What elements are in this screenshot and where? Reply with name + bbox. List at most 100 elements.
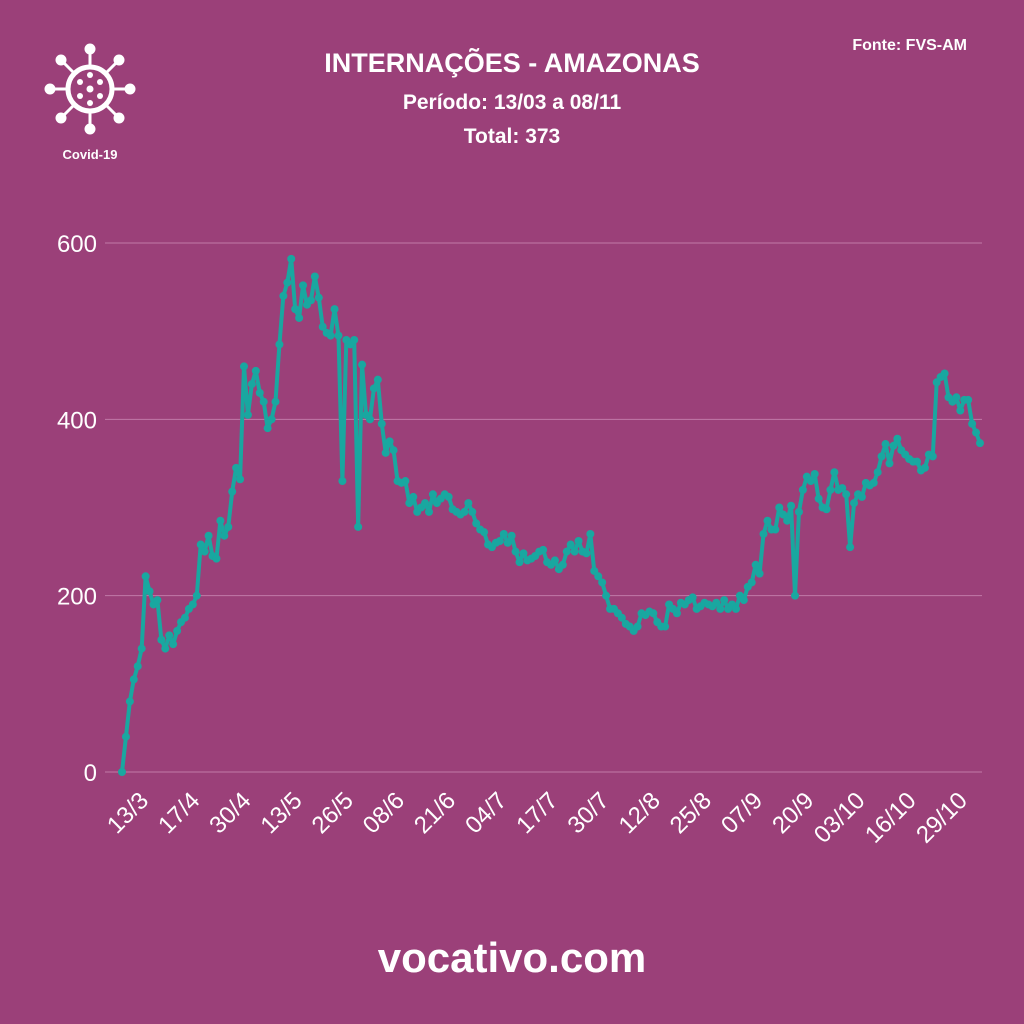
data-point <box>216 516 225 525</box>
data-point <box>141 572 150 581</box>
data-point <box>224 522 233 531</box>
data-point <box>232 463 241 472</box>
data-point <box>204 531 213 540</box>
data-point <box>842 490 851 499</box>
data-point <box>775 503 784 512</box>
data-point <box>617 613 626 622</box>
data-point <box>763 516 772 525</box>
data-point <box>798 485 807 494</box>
data-point <box>956 406 965 415</box>
data-point <box>247 380 256 389</box>
data-point <box>747 578 756 587</box>
data-point <box>794 507 803 516</box>
data-point <box>220 531 229 540</box>
data-point <box>129 675 138 684</box>
data-point <box>409 492 418 501</box>
y-tick-label: 600 <box>57 231 97 258</box>
data-point <box>444 492 453 501</box>
data-point <box>633 622 642 631</box>
data-point <box>161 644 170 653</box>
data-point <box>196 540 205 549</box>
data-point <box>515 558 524 567</box>
data-point <box>877 452 886 461</box>
data-point <box>830 468 839 477</box>
data-point <box>271 397 280 406</box>
data-point <box>550 556 559 565</box>
data-point <box>255 388 264 397</box>
data-point <box>338 477 347 486</box>
data-point <box>857 492 866 501</box>
data-point <box>212 554 221 563</box>
data-point <box>499 529 508 538</box>
data-point <box>712 598 721 607</box>
data-point <box>118 768 126 776</box>
data-point <box>495 537 504 546</box>
data-point <box>720 596 729 605</box>
y-tick-label: 0 <box>84 760 97 787</box>
data-point <box>661 622 670 631</box>
data-point <box>365 415 374 424</box>
data-point <box>283 278 292 287</box>
data-point <box>424 507 433 516</box>
data-point <box>287 254 296 263</box>
data-point <box>401 477 410 486</box>
data-point <box>507 531 516 540</box>
data-point <box>373 375 382 384</box>
data-point <box>299 281 308 290</box>
data-point <box>350 335 359 344</box>
data-point <box>385 437 394 446</box>
data-point <box>822 505 831 514</box>
data-point <box>192 591 201 600</box>
data-point <box>787 501 796 510</box>
data-point <box>121 732 130 741</box>
data-point <box>125 697 134 706</box>
data-point <box>279 291 288 300</box>
chart-title: INTERNAÇÕES - AMAZONAS <box>324 47 700 78</box>
data-point <box>354 522 363 531</box>
data-point <box>428 490 437 499</box>
data-point <box>291 305 300 314</box>
source-label: Fonte: FVS-AM <box>852 37 967 54</box>
data-point <box>731 604 740 613</box>
data-point <box>574 537 583 546</box>
data-point <box>157 635 166 644</box>
data-point <box>755 569 764 578</box>
data-point <box>200 547 209 556</box>
data-point <box>243 410 252 419</box>
data-point <box>779 510 788 519</box>
data-point <box>881 440 890 449</box>
y-tick-label: 200 <box>57 584 97 611</box>
data-point <box>928 452 937 461</box>
data-point <box>259 397 268 406</box>
data-point <box>153 596 162 605</box>
data-point <box>377 419 386 428</box>
data-point <box>472 519 481 528</box>
data-point <box>330 305 339 314</box>
data-point <box>421 499 430 508</box>
chart-subtitle: Período: 13/03 a 08/11 <box>403 91 622 114</box>
footer-label: vocativo.com <box>378 934 646 981</box>
data-point <box>263 424 272 433</box>
logo-label: Covid-19 <box>63 147 118 162</box>
data-point <box>602 591 611 600</box>
data-point <box>275 340 284 349</box>
data-point <box>964 395 973 404</box>
data-point <box>594 572 603 581</box>
logo-icon <box>44 43 136 135</box>
data-point <box>873 468 882 477</box>
data-point <box>672 609 681 618</box>
data-point <box>558 560 567 569</box>
data-point <box>586 529 595 538</box>
data-point <box>369 384 378 393</box>
data-point <box>566 540 575 549</box>
data-point <box>464 499 473 508</box>
data-point <box>913 457 922 466</box>
data-point <box>562 547 571 556</box>
data-point <box>180 613 189 622</box>
data-point <box>889 441 898 450</box>
data-point <box>952 393 961 402</box>
data-point <box>173 626 182 635</box>
total-label: Total: 373 <box>464 125 560 148</box>
